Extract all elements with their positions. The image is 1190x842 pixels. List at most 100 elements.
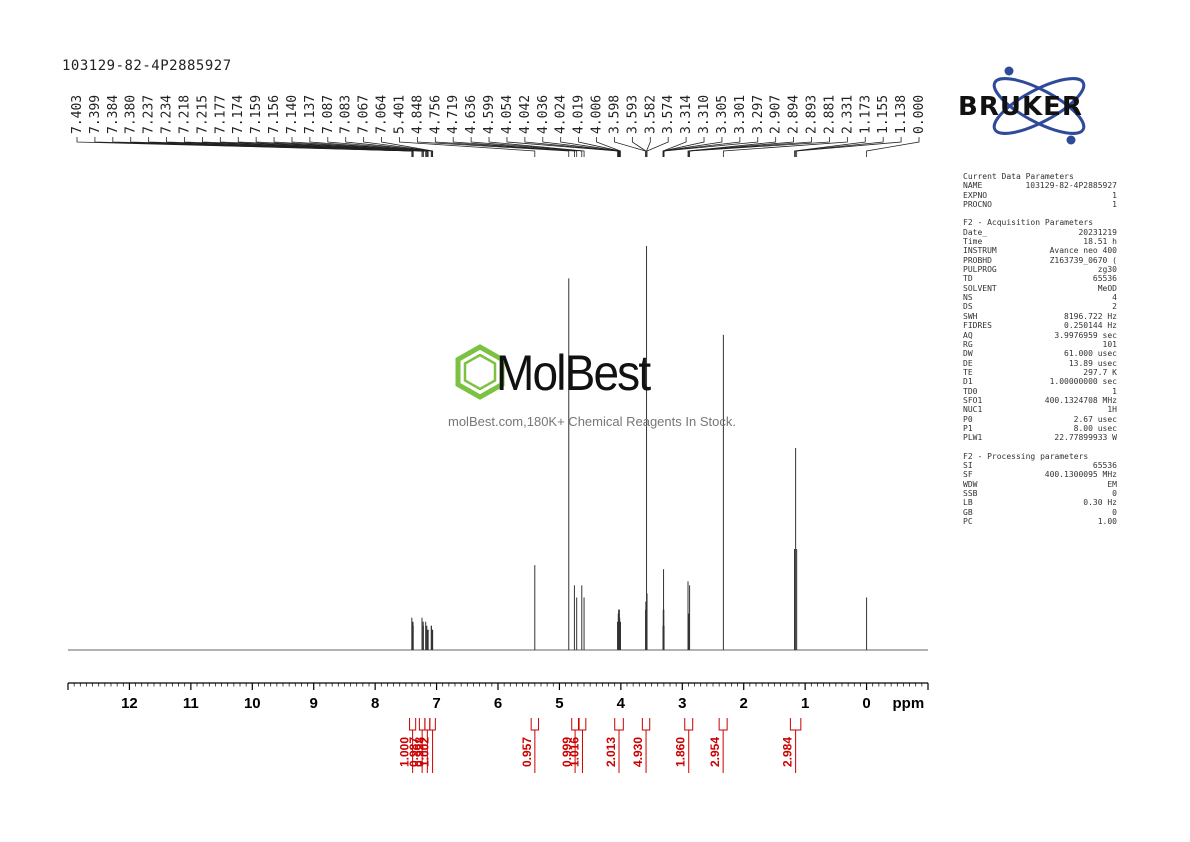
parameter-panel: Current Data Parameters NAME 103129-82-4P… bbox=[963, 172, 1117, 526]
acquisition-param-row: AQ 3.9976959 sec bbox=[963, 331, 1117, 340]
param-key: SOLVENT bbox=[963, 283, 997, 293]
integral-bracket bbox=[718, 718, 728, 731]
param-value: 13.89 usec bbox=[1068, 358, 1117, 368]
peak-connector bbox=[488, 137, 585, 157]
acquisition-param-row: RG 101 bbox=[963, 340, 1117, 349]
param-key: D1 bbox=[963, 377, 973, 387]
current-params-title: Current Data Parameters bbox=[963, 172, 1074, 181]
peak-label: 1.173 bbox=[858, 95, 873, 134]
peak-connector bbox=[309, 137, 429, 157]
integral-bracket bbox=[641, 718, 651, 731]
peak-label: 2.881 bbox=[822, 95, 837, 134]
acquisition-param-row: SFO1 400.1324708 MHz bbox=[963, 396, 1117, 405]
peak-connector bbox=[722, 137, 848, 157]
param-value: 0.250144 Hz bbox=[1064, 321, 1117, 331]
acquisition-param-row: Date_ 20231219 bbox=[963, 228, 1117, 237]
peak-label: 7.067 bbox=[357, 95, 372, 134]
x-tick-label: 9 bbox=[310, 695, 318, 712]
integral-bracket bbox=[409, 718, 417, 731]
peak-label: 7.137 bbox=[303, 95, 318, 134]
param-key: PLW1 bbox=[963, 433, 983, 443]
param-value: 8196.722 Hz bbox=[1064, 311, 1117, 321]
peak-label: 5.401 bbox=[392, 95, 407, 134]
watermark-tagline: molBest.com,180K+ Chemical Reagents In S… bbox=[448, 414, 736, 429]
peak-connector bbox=[866, 137, 920, 157]
benzene-logo-icon bbox=[455, 344, 505, 400]
x-tick-label: 6 bbox=[494, 695, 502, 712]
peak-label: 0.000 bbox=[912, 95, 927, 134]
peak-label: 4.006 bbox=[590, 95, 605, 134]
param-key: DS bbox=[963, 302, 973, 312]
processing-param-row: SF 400.1300095 MHz bbox=[963, 470, 1117, 479]
peak-label: 3.314 bbox=[679, 95, 694, 134]
integral-bracket bbox=[789, 718, 802, 731]
param-key: INSTRUM bbox=[963, 246, 997, 256]
x-tick-label: 11 bbox=[183, 695, 199, 712]
acquisition-param-row: PROBHD Z163739_0670 ( bbox=[963, 256, 1117, 265]
integral: 1.860 bbox=[674, 718, 694, 773]
acquisition-param-row: TD0 1 bbox=[963, 387, 1117, 396]
integral-value: 2.954 bbox=[708, 737, 722, 767]
peak-connector bbox=[663, 137, 759, 157]
peak-label: 4.036 bbox=[536, 95, 551, 134]
peak-connector bbox=[202, 137, 424, 157]
param-value: 2.67 usec bbox=[1073, 414, 1117, 424]
param-value: 0.30 Hz bbox=[1083, 498, 1117, 508]
processing-param-row: WDW EM bbox=[963, 480, 1117, 489]
integral: 2.954 bbox=[708, 718, 728, 773]
peak-label: 7.237 bbox=[142, 95, 157, 134]
processing-param-row: SSB 0 bbox=[963, 489, 1117, 498]
integral: 1.000 bbox=[398, 718, 417, 773]
param-value: 4 bbox=[1112, 293, 1117, 303]
integral-value: 1.000 bbox=[398, 737, 412, 767]
param-value: 1 bbox=[1112, 386, 1117, 396]
integral-value: 0.998 bbox=[412, 737, 426, 767]
peak-label: 2.893 bbox=[805, 95, 820, 134]
processing-param-row: LB 0.30 Hz bbox=[963, 498, 1117, 507]
peak-connector bbox=[416, 137, 570, 157]
integral-bracket bbox=[418, 718, 426, 731]
integral-value: 0.999 bbox=[560, 737, 574, 767]
processing-params-title: F2 - Processing parameters bbox=[963, 451, 1089, 461]
param-value: 1H bbox=[1107, 405, 1117, 415]
watermark-brand: MolBest bbox=[496, 345, 651, 401]
sample-id: 103129-82-4P2885927 bbox=[62, 58, 232, 74]
peak-label: 7.083 bbox=[339, 95, 354, 134]
param-key: EXPNO bbox=[963, 190, 988, 200]
x-tick-label: 5 bbox=[555, 695, 563, 712]
acquisition-param-row: D1 1.00000000 sec bbox=[963, 377, 1117, 386]
integral: 1.002 bbox=[418, 718, 436, 773]
param-value: 297.7 K bbox=[1083, 367, 1117, 377]
param-key: PROBHD bbox=[963, 255, 992, 265]
peak-label: 7.140 bbox=[285, 95, 300, 134]
peak-label: 7.234 bbox=[160, 95, 175, 134]
peak-label: 3.310 bbox=[697, 95, 712, 134]
integral: 1.016 bbox=[567, 718, 587, 773]
peak-label: 2.907 bbox=[769, 95, 784, 134]
x-tick-label: 12 bbox=[121, 695, 138, 712]
param-key: WDW bbox=[963, 479, 978, 489]
acquisition-param-row: SWH 8196.722 Hz bbox=[963, 312, 1117, 321]
peak-connector bbox=[381, 137, 434, 157]
x-tick-label: 1 bbox=[801, 695, 809, 712]
integral-bracket bbox=[429, 718, 436, 731]
peak-connector bbox=[795, 137, 884, 157]
acquisition-param-row: DS 2 bbox=[963, 302, 1117, 311]
acquisition-param-row: P0 2.67 usec bbox=[963, 415, 1117, 424]
peak-label: 1.155 bbox=[876, 95, 891, 134]
param-key: LB bbox=[963, 498, 973, 508]
integral-bracket bbox=[578, 718, 587, 731]
peak-label: 4.719 bbox=[446, 95, 461, 134]
atom-logo-icon bbox=[992, 66, 1086, 145]
acquisition-param-row: DE 13.89 usec bbox=[963, 359, 1117, 368]
peak-connector bbox=[399, 137, 536, 157]
acquisition-param-row: TD 65536 bbox=[963, 274, 1117, 283]
param-key: TD bbox=[963, 274, 973, 284]
param-key: Date_ bbox=[963, 227, 988, 237]
integral-bracket bbox=[530, 718, 540, 731]
peak-connector bbox=[688, 137, 812, 157]
acquisition-param-row: TE 297.7 K bbox=[963, 368, 1117, 377]
param-key: RG bbox=[963, 339, 973, 349]
x-tick-label: 7 bbox=[432, 695, 440, 712]
